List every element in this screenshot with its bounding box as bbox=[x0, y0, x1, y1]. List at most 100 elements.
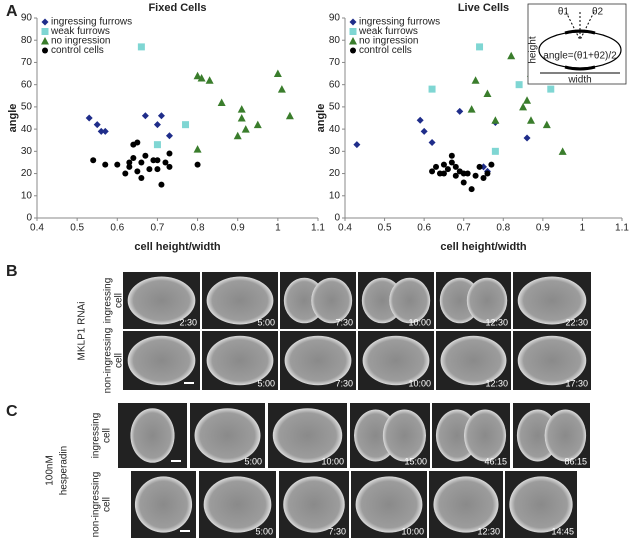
cell bbox=[362, 335, 430, 386]
y-tick-label: 50 bbox=[21, 102, 33, 113]
x-tick-label: 1 bbox=[580, 223, 586, 234]
point bbox=[141, 112, 149, 120]
point bbox=[444, 166, 451, 173]
y-tick-label: 0 bbox=[334, 213, 340, 224]
legend-marker bbox=[42, 47, 48, 54]
point bbox=[542, 120, 551, 129]
legend-label: no ingression bbox=[359, 36, 418, 47]
legend-label: control cells bbox=[51, 45, 104, 56]
point bbox=[285, 111, 294, 120]
point bbox=[166, 163, 173, 170]
condition-label: 100nM bbox=[45, 455, 56, 486]
point bbox=[484, 170, 491, 177]
cell bbox=[127, 276, 196, 325]
x-tick-label: 0.5 bbox=[70, 223, 84, 234]
cell bbox=[517, 276, 587, 325]
cell bbox=[206, 276, 274, 325]
x-tick-label: 0.6 bbox=[417, 223, 431, 234]
y-tick-label: 70 bbox=[329, 57, 341, 68]
x-tick-label: 1 bbox=[275, 223, 281, 234]
point bbox=[467, 105, 476, 113]
point bbox=[488, 161, 495, 168]
y-tick-label: 40 bbox=[329, 124, 341, 135]
y-tick-label: 0 bbox=[26, 213, 32, 224]
time-label: 86:15 bbox=[564, 456, 587, 466]
point bbox=[353, 141, 361, 149]
y-tick-label: 10 bbox=[329, 190, 341, 201]
legend-label: no ingression bbox=[51, 36, 110, 47]
point bbox=[471, 76, 480, 84]
x-tick-label: 0.4 bbox=[338, 223, 352, 234]
point bbox=[146, 166, 153, 173]
inset-width: width bbox=[567, 75, 591, 86]
point bbox=[154, 166, 161, 173]
cell bbox=[272, 408, 343, 463]
time-label: 5:00 bbox=[255, 526, 273, 536]
y-tick-label: 50 bbox=[329, 102, 341, 113]
time-label: 10:00 bbox=[408, 378, 431, 388]
cell bbox=[466, 277, 508, 324]
row-label: cell bbox=[102, 497, 113, 512]
point bbox=[547, 85, 555, 93]
point bbox=[166, 150, 173, 157]
point bbox=[205, 76, 214, 84]
y-tick-label: 10 bbox=[21, 190, 33, 201]
point bbox=[154, 157, 161, 164]
point bbox=[253, 120, 262, 129]
point bbox=[277, 85, 286, 93]
point bbox=[491, 147, 499, 155]
row-label: cell bbox=[114, 353, 125, 368]
legend-label: ingressing furrows bbox=[51, 17, 132, 28]
point bbox=[491, 116, 500, 124]
legend-marker bbox=[350, 47, 356, 54]
x-tick-label: 0.7 bbox=[457, 223, 471, 234]
time-label: 5:00 bbox=[257, 317, 275, 327]
point bbox=[217, 98, 226, 106]
point bbox=[440, 170, 447, 177]
time-label: 7:30 bbox=[335, 317, 353, 327]
point bbox=[523, 96, 532, 104]
y-tick-label: 70 bbox=[21, 57, 33, 68]
y-axis-label: angle bbox=[7, 104, 19, 133]
point bbox=[448, 152, 455, 159]
point bbox=[165, 132, 173, 140]
y-tick-label: 80 bbox=[329, 35, 341, 46]
legend-marker bbox=[41, 28, 49, 35]
point bbox=[85, 114, 93, 122]
row-label: ingressing bbox=[91, 413, 102, 459]
point bbox=[153, 121, 161, 129]
x-tick-label: 0.8 bbox=[191, 223, 205, 234]
time-label: 5:00 bbox=[244, 456, 262, 466]
y-tick-label: 20 bbox=[329, 168, 341, 179]
cell bbox=[311, 277, 353, 324]
point bbox=[101, 127, 109, 135]
time-label: 12:30 bbox=[485, 378, 508, 388]
point bbox=[428, 138, 436, 146]
cell bbox=[130, 408, 175, 463]
legend-label: weak furrows bbox=[50, 26, 110, 37]
y-tick-label: 20 bbox=[21, 168, 33, 179]
time-label: 2:30 bbox=[179, 317, 197, 327]
point bbox=[90, 157, 97, 164]
point bbox=[193, 71, 202, 80]
time-label: 5:00 bbox=[257, 378, 275, 388]
point bbox=[138, 175, 145, 181]
point bbox=[515, 81, 523, 89]
cell bbox=[463, 409, 507, 462]
row-label: non-ingressing bbox=[91, 472, 102, 538]
point bbox=[194, 161, 201, 168]
y-axis-label: angle bbox=[315, 104, 327, 133]
cell bbox=[440, 335, 507, 386]
point bbox=[472, 172, 479, 179]
point bbox=[523, 134, 531, 142]
point bbox=[460, 179, 467, 186]
time-label: 12:30 bbox=[477, 526, 500, 536]
inset-line bbox=[565, 11, 581, 41]
time-label: 10:00 bbox=[401, 526, 424, 536]
legend-label: ingressing furrows bbox=[359, 17, 440, 28]
point bbox=[193, 145, 202, 153]
point bbox=[241, 125, 250, 133]
legend-label: control cells bbox=[359, 45, 412, 56]
cell bbox=[203, 476, 272, 533]
